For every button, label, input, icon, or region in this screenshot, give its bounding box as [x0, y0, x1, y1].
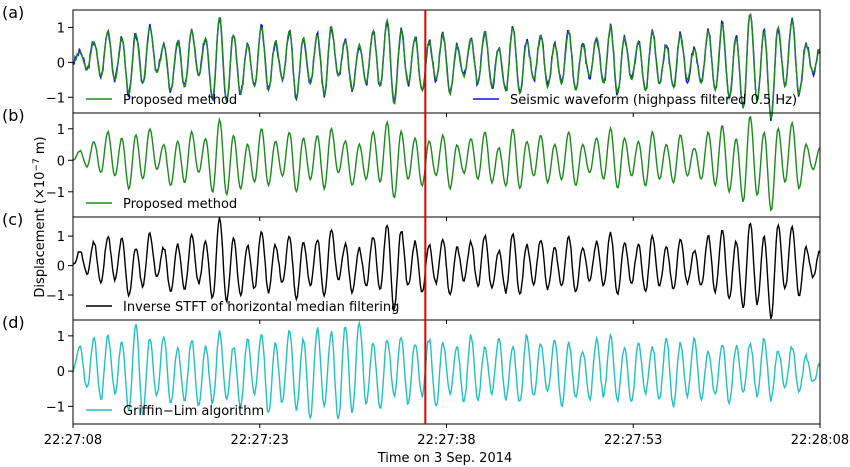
panel-letter: (a): [2, 3, 24, 22]
x-tick-label: 22:28:08: [791, 433, 849, 448]
y-tick-label: −1: [46, 91, 65, 106]
panels-layer: −1 0 1 (a) Seismic waveform (highpass filter…: [2, 3, 821, 428]
panel-a: −1 0 1 (a) Seismic waveform (highpass filter…: [2, 3, 821, 122]
y-tick-label: 1: [57, 21, 65, 36]
series-line: [72, 320, 821, 420]
y-axis-label-prefix: Displacement (×10: [33, 172, 48, 298]
x-axis-label: Time on 3 Sep. 2014: [377, 451, 513, 466]
y-tick-label: 1: [57, 230, 65, 245]
series-line: [72, 217, 821, 320]
panel-letter: (b): [2, 106, 25, 125]
x-tick-label: 22:27:23: [231, 433, 289, 448]
y-tick-label: 0: [57, 56, 65, 71]
panel-b: −1 0 1 (b) Proposed method: [2, 106, 821, 221]
y-tick-label: 0: [57, 154, 65, 169]
y-tick-label: 1: [57, 330, 65, 345]
legend-label: Inverse STFT of horizontal median filter…: [123, 300, 399, 315]
series-line: [72, 115, 821, 212]
y-tick-label: −1: [46, 289, 65, 304]
series-line: [72, 12, 821, 120]
y-tick-label: 0: [57, 260, 65, 275]
y-axis-label: Displacement (×10−7 m): [32, 136, 48, 297]
legend-label: Griffin−Lim algorithm: [123, 404, 264, 419]
panel-letter: (c): [2, 210, 23, 229]
y-tick-label: −1: [46, 400, 65, 415]
x-tick-label: 22:27:38: [417, 433, 475, 448]
legend-label: Seismic waveform (highpass filtered 0.5 …: [510, 93, 797, 108]
y-axis-label-exponent: −7: [32, 158, 42, 171]
legend-label: Proposed method: [123, 93, 237, 108]
x-tick-label: 22:27:08: [44, 433, 102, 448]
y-tick-label: 1: [57, 123, 65, 138]
panel-letter: (d): [2, 313, 25, 332]
y-tick-label: 0: [57, 365, 65, 380]
y-tick-label: −1: [46, 186, 65, 201]
panel-c: −1 0 1 (c) Inverse STFT of horizontal median…: [2, 210, 821, 324]
y-axis-label-suffix: m): [33, 136, 48, 158]
x-tick-label: 22:27:53: [604, 433, 662, 448]
legend-label: Proposed method: [123, 197, 237, 212]
x-axis: 22:27:08 22:27:23 22:27:38 22:27:53 22:28:08: [44, 433, 849, 448]
panel-d: −1 0 1 (d) Griffin−Lim algorithm: [2, 313, 821, 428]
